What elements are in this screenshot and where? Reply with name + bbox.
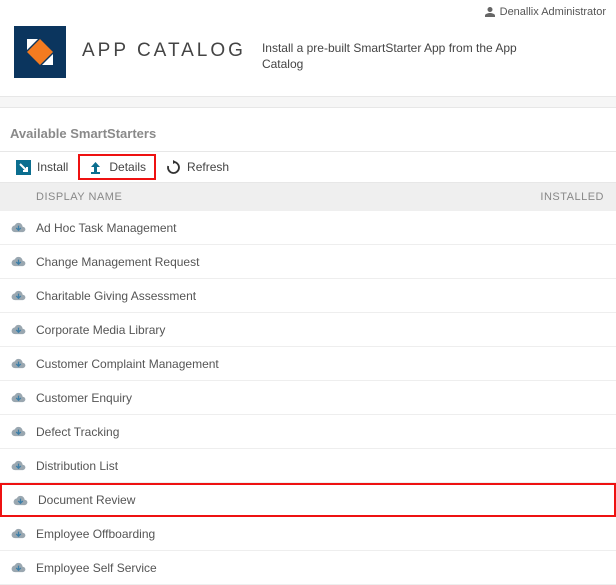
cloud-download-icon [8, 256, 28, 267]
install-button[interactable]: Install [8, 154, 76, 180]
row-label: Change Management Request [36, 255, 604, 269]
table-row[interactable]: Employee Self Service [0, 551, 616, 585]
page-header: APP CATALOG Install a pre-built SmartSta… [0, 20, 616, 96]
refresh-button[interactable]: Refresh [158, 154, 237, 180]
header-divider [0, 96, 616, 108]
cloud-download-icon [10, 495, 30, 506]
details-button[interactable]: Details [78, 154, 156, 180]
refresh-label: Refresh [187, 160, 229, 174]
page-subtitle: Install a pre-built SmartStarter App fro… [262, 26, 522, 72]
cloud-download-icon [8, 358, 28, 369]
table-row[interactable]: Customer Enquiry [0, 381, 616, 415]
row-label: Customer Complaint Management [36, 357, 604, 371]
row-label: Customer Enquiry [36, 391, 604, 405]
row-label: Distribution List [36, 459, 604, 473]
user-icon [484, 6, 496, 18]
column-installed[interactable]: INSTALLED [524, 191, 604, 203]
table-row[interactable]: Charitable Giving Assessment [0, 279, 616, 313]
cloud-download-icon [8, 528, 28, 539]
cloud-download-icon [8, 562, 28, 573]
details-label: Details [109, 160, 146, 174]
row-label: Employee Self Service [36, 561, 604, 575]
install-icon [16, 160, 31, 175]
user-name: Denallix Administrator [500, 6, 606, 18]
row-label: Corporate Media Library [36, 323, 604, 337]
column-displayname[interactable]: DISPLAY NAME [36, 191, 524, 203]
table-row[interactable]: Defect Tracking [0, 415, 616, 449]
brand-logo [14, 26, 66, 78]
topbar: Denallix Administrator [0, 0, 616, 20]
toolbar: Install Details Refresh [0, 151, 616, 183]
cloud-download-icon [8, 392, 28, 403]
row-label: Ad Hoc Task Management [36, 221, 604, 235]
cloud-download-icon [8, 222, 28, 233]
table-row[interactable]: Distribution List [0, 449, 616, 483]
row-label: Defect Tracking [36, 425, 604, 439]
cloud-download-icon [8, 324, 28, 335]
install-label: Install [37, 160, 68, 174]
user-menu[interactable]: Denallix Administrator [484, 6, 606, 18]
details-icon [88, 160, 103, 175]
cloud-download-icon [8, 460, 28, 471]
row-label: Charitable Giving Assessment [36, 289, 604, 303]
row-label: Document Review [38, 493, 602, 507]
cloud-download-icon [8, 290, 28, 301]
refresh-icon [166, 160, 181, 175]
table-row[interactable]: Customer Complaint Management [0, 347, 616, 381]
brand-logo-icon [23, 35, 57, 69]
section-title: Available SmartStarters [0, 108, 616, 151]
table-row[interactable]: Corporate Media Library [0, 313, 616, 347]
cloud-download-icon [8, 426, 28, 437]
row-label: Employee Offboarding [36, 527, 604, 541]
table-body: Ad Hoc Task Management Change Management … [0, 211, 616, 585]
table-row[interactable]: Employee Offboarding [0, 517, 616, 551]
table-row[interactable]: Document Review [0, 483, 616, 517]
page-title: APP CATALOG [82, 26, 246, 62]
table-row[interactable]: Ad Hoc Task Management [0, 211, 616, 245]
table-row[interactable]: Change Management Request [0, 245, 616, 279]
table-header: DISPLAY NAME INSTALLED [0, 183, 616, 211]
